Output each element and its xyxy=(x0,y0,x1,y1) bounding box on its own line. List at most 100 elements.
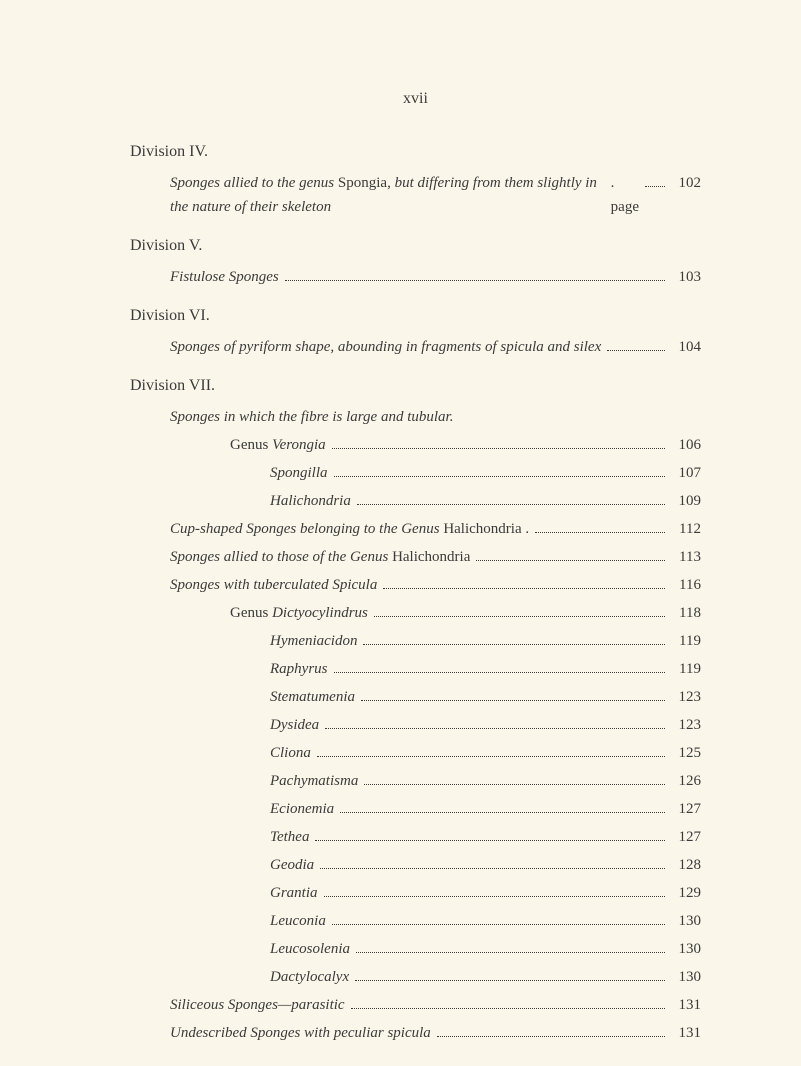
leader-dots xyxy=(356,952,665,953)
entry-page-number: 102 xyxy=(671,171,701,195)
entry-page-number: 125 xyxy=(671,741,701,765)
entry-page-number: 123 xyxy=(671,685,701,709)
toc-entry: Leucosolenia130 xyxy=(130,937,701,961)
entry-text: Dactylocalyx xyxy=(270,965,349,989)
entry-page-number: 112 xyxy=(671,517,701,541)
entry-page-number: 104 xyxy=(671,335,701,359)
leader-dots xyxy=(607,350,665,351)
toc-entry: Fistulose Sponges 103 xyxy=(130,265,701,289)
content-container: Division IV.Sponges allied to the genus … xyxy=(130,143,701,1045)
leader-dots xyxy=(320,868,665,869)
leader-dots xyxy=(334,476,665,477)
entry-text: Hymeniacidon xyxy=(270,629,357,653)
toc-entry: Sponges of pyriform shape, abounding in … xyxy=(130,335,701,359)
toc-entry: Siliceous Sponges—parasitic 131 xyxy=(130,993,701,1017)
toc-entry: Grantia129 xyxy=(130,881,701,905)
entry-text: Sponges allied to those of the Genus Hal… xyxy=(170,545,470,569)
entry-text: Siliceous Sponges—parasitic xyxy=(170,993,345,1017)
entry-text: Raphyrus xyxy=(270,657,328,681)
leader-dots xyxy=(317,756,665,757)
leader-dots xyxy=(361,700,665,701)
toc-entry: Sponges with tuberculated Spicula 116 xyxy=(130,573,701,597)
entry-page-number: 106 xyxy=(671,433,701,457)
entry-page-number: 131 xyxy=(671,993,701,1017)
leader-dots xyxy=(363,644,665,645)
leader-dots xyxy=(285,280,665,281)
leader-dots xyxy=(374,616,665,617)
entry-text: Undescribed Sponges with peculiar spicul… xyxy=(170,1021,431,1045)
entry-page-number: 131 xyxy=(671,1021,701,1045)
toc-entry: Hymeniacidon 119 xyxy=(130,629,701,653)
leader-dots xyxy=(325,728,665,729)
leader-dots xyxy=(476,560,665,561)
entry-text: Dysidea xyxy=(270,713,319,737)
entry-text: Grantia xyxy=(270,881,318,905)
entry-text: Sponges in which the fibre is large and … xyxy=(170,405,453,429)
entry-text: Sponges allied to the genus Spongia, but… xyxy=(170,171,603,219)
entry-page-number: 126 xyxy=(671,769,701,793)
entry-text: Halichondria xyxy=(270,489,351,513)
toc-entry: Spongilla 107 xyxy=(130,461,701,485)
leader-dots xyxy=(645,186,665,187)
entry-text: Genus Dictyocylindrus xyxy=(230,601,368,625)
entry-text: Stematumenia xyxy=(270,685,355,709)
leader-dots xyxy=(334,672,666,673)
entry-text: Sponges of pyriform shape, abounding in … xyxy=(170,335,601,359)
toc-entry: Dysidea 123 xyxy=(130,713,701,737)
entry-page-number: 113 xyxy=(671,545,701,569)
leader-dots xyxy=(535,532,665,533)
toc-entry: Sponges allied to the genus Spongia, but… xyxy=(130,171,701,219)
entry-text: Genus Verongia xyxy=(230,433,326,457)
entry-page-number: 109 xyxy=(671,489,701,513)
page-number-top: xvii xyxy=(130,90,701,108)
toc-entry: Dactylocalyx 130 xyxy=(130,965,701,989)
leader-dots xyxy=(364,784,665,785)
entry-text: Geodia xyxy=(270,853,314,877)
entry-text: Cliona xyxy=(270,741,311,765)
leader-dots xyxy=(324,896,665,897)
toc-entry: Undescribed Sponges with peculiar spicul… xyxy=(130,1021,701,1045)
entry-page-number: 116 xyxy=(671,573,701,597)
leader-dots xyxy=(332,448,665,449)
division-heading: Division V. xyxy=(130,237,701,255)
entry-page-number: 119 xyxy=(671,629,701,653)
entry-page-number: 130 xyxy=(671,965,701,989)
entry-page-number: 103 xyxy=(671,265,701,289)
toc-entry: Geodia128 xyxy=(130,853,701,877)
entry-text: Leuconia xyxy=(270,909,326,933)
entry-text: Sponges with tuberculated Spicula xyxy=(170,573,377,597)
leader-dots xyxy=(355,980,665,981)
leader-dots xyxy=(332,924,665,925)
toc-entry: Genus Verongia 106 xyxy=(130,433,701,457)
entry-page-number: 127 xyxy=(671,797,701,821)
toc-entry: Halichondria 109 xyxy=(130,489,701,513)
leader-dots xyxy=(437,1036,665,1037)
entry-text: Ecionemia xyxy=(270,797,334,821)
leader-dots xyxy=(340,812,665,813)
entry-page-number: 127 xyxy=(671,825,701,849)
entry-text: Tethea xyxy=(270,825,309,849)
page-label: . page xyxy=(611,171,639,219)
entry-text: Leucosolenia xyxy=(270,937,350,961)
entry-text: Pachymatisma xyxy=(270,769,358,793)
toc-entry: Ecionemia 127 xyxy=(130,797,701,821)
entry-page-number: 123 xyxy=(671,713,701,737)
entry-page-number: 119 xyxy=(671,657,701,681)
entry-text: Fistulose Sponges xyxy=(170,265,279,289)
toc-entry: Genus Dictyocylindrus118 xyxy=(130,601,701,625)
division-heading: Division VI. xyxy=(130,307,701,325)
toc-entry: Pachymatisma 126 xyxy=(130,769,701,793)
entry-text: Spongilla xyxy=(270,461,328,485)
toc-entry: Sponges in which the fibre is large and … xyxy=(130,405,701,429)
toc-entry: Stematumenia 123 xyxy=(130,685,701,709)
toc-entry: Raphyrus 119 xyxy=(130,657,701,681)
leader-dots xyxy=(357,504,665,505)
leader-dots xyxy=(315,840,665,841)
entry-page-number: 107 xyxy=(671,461,701,485)
toc-entry: Cliona 125 xyxy=(130,741,701,765)
division-heading: Division VII. xyxy=(130,377,701,395)
entry-page-number: 130 xyxy=(671,909,701,933)
toc-entry: Cup-shaped Sponges belonging to the Genu… xyxy=(130,517,701,541)
entry-text: Cup-shaped Sponges belonging to the Genu… xyxy=(170,517,529,541)
leader-dots xyxy=(383,588,665,589)
